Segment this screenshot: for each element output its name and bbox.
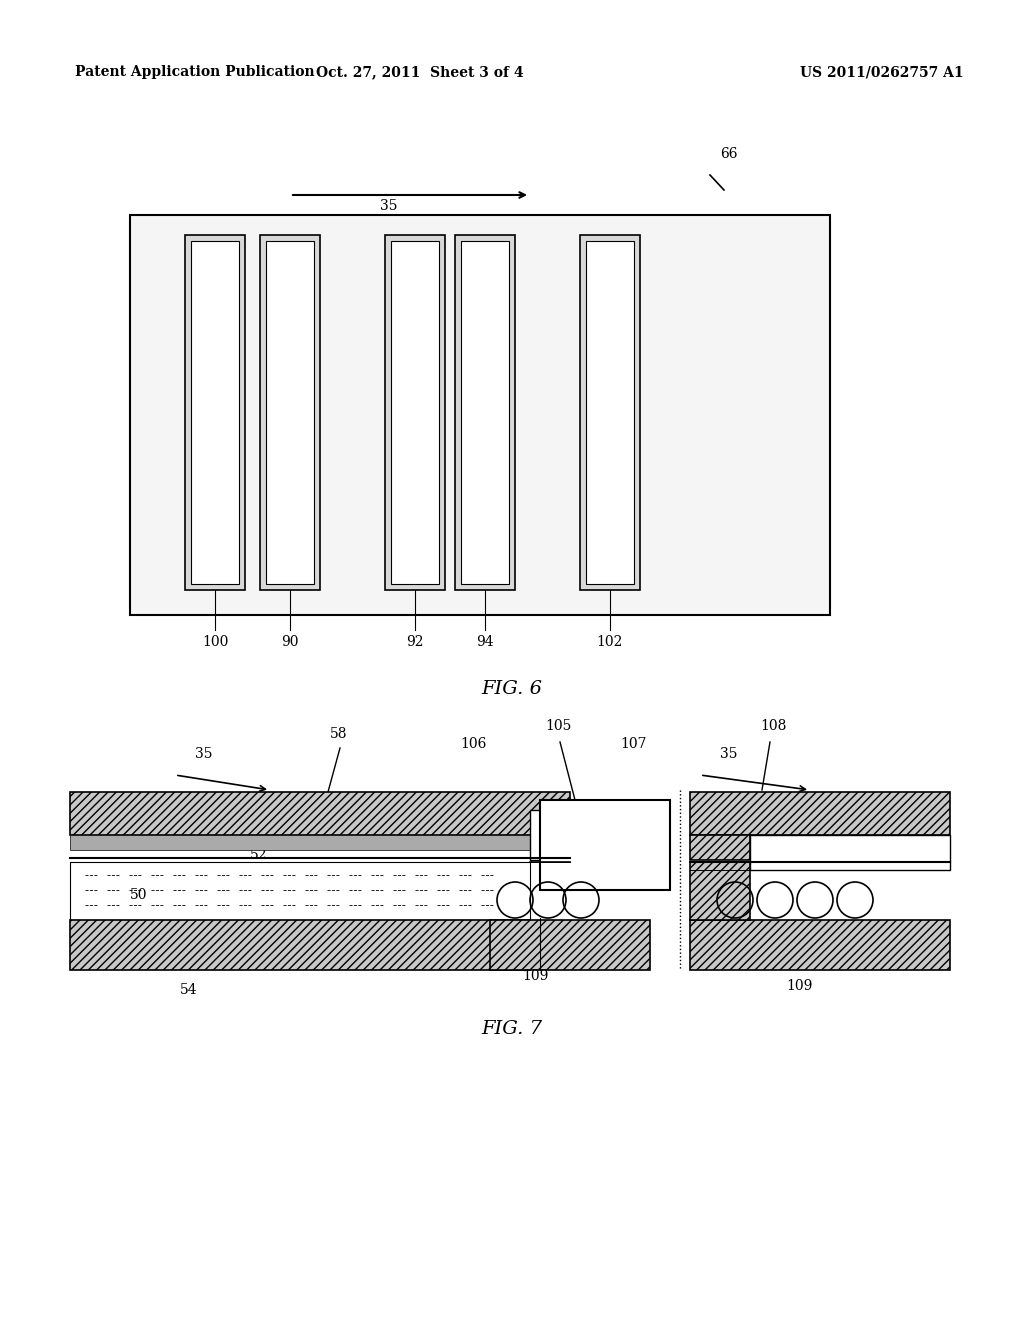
Bar (490, 920, 650, 970)
Bar (70, 792, 570, 836)
Text: 90: 90 (282, 635, 299, 649)
Text: 92: 92 (407, 635, 424, 649)
Text: Patent Application Publication: Patent Application Publication (75, 65, 314, 79)
Bar (530, 810, 570, 861)
Text: 66: 66 (720, 147, 737, 161)
Text: 58: 58 (330, 727, 347, 741)
Bar (70, 862, 530, 920)
Text: FIG. 6: FIG. 6 (481, 680, 543, 698)
Bar (391, 242, 439, 583)
Text: 102: 102 (597, 635, 624, 649)
Text: 107: 107 (620, 737, 646, 751)
Bar (690, 836, 750, 861)
Text: 109: 109 (522, 969, 548, 983)
Text: 105: 105 (545, 719, 571, 733)
Bar (580, 235, 640, 590)
Text: 35: 35 (720, 747, 737, 762)
Text: FIG. 7: FIG. 7 (481, 1020, 543, 1038)
Bar (130, 215, 830, 615)
Bar (540, 800, 670, 890)
Bar (690, 792, 950, 836)
Bar (191, 242, 239, 583)
Text: 35: 35 (380, 199, 397, 213)
Bar (385, 235, 445, 590)
Bar (70, 836, 570, 850)
Text: 54: 54 (180, 983, 198, 997)
Text: 50: 50 (130, 888, 147, 902)
Bar (690, 862, 750, 920)
Bar (70, 920, 530, 970)
Bar (750, 836, 950, 870)
Text: 64: 64 (125, 838, 142, 851)
Text: 35: 35 (195, 747, 213, 762)
Text: 100: 100 (202, 635, 228, 649)
Text: 106: 106 (460, 737, 486, 751)
Bar (690, 920, 950, 970)
Text: 109: 109 (786, 979, 813, 993)
Bar (266, 242, 314, 583)
Text: 108: 108 (760, 719, 786, 733)
Text: 38: 38 (810, 846, 827, 861)
Bar (185, 235, 245, 590)
Text: Oct. 27, 2011  Sheet 3 of 4: Oct. 27, 2011 Sheet 3 of 4 (316, 65, 524, 79)
Bar (461, 242, 509, 583)
Bar (455, 235, 515, 590)
Bar (260, 235, 319, 590)
Text: US 2011/0262757 A1: US 2011/0262757 A1 (800, 65, 964, 79)
Bar (586, 242, 634, 583)
Text: 52: 52 (250, 847, 267, 862)
Text: 94: 94 (476, 635, 494, 649)
